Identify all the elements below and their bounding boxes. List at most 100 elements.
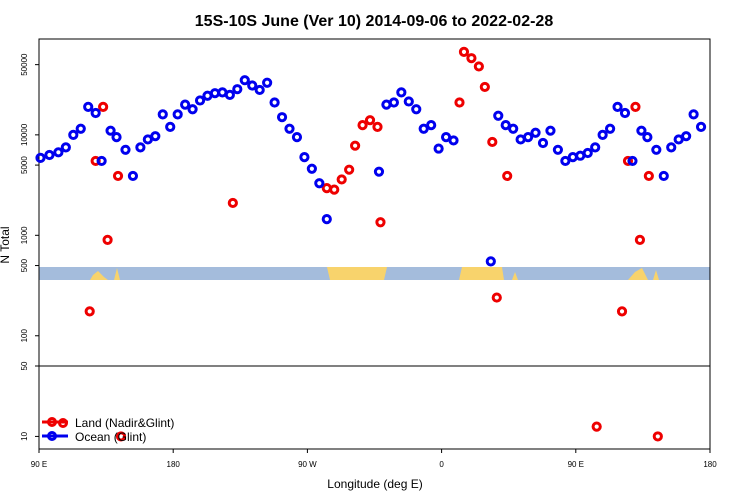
data-point bbox=[157, 109, 168, 120]
data-point bbox=[120, 144, 131, 155]
series-land bbox=[84, 46, 663, 442]
data-point bbox=[396, 87, 407, 98]
data-point bbox=[454, 97, 465, 108]
data-point bbox=[643, 170, 654, 182]
data-point bbox=[111, 131, 122, 143]
data-point bbox=[306, 163, 317, 174]
data-point bbox=[502, 170, 513, 182]
data-point bbox=[357, 120, 368, 131]
legend-label-land: Land (Nadir&Glint) bbox=[75, 416, 174, 430]
data-point bbox=[375, 217, 386, 228]
land-band-segment bbox=[512, 272, 518, 280]
data-point bbox=[411, 104, 422, 115]
data-point bbox=[695, 121, 707, 133]
data-point bbox=[508, 123, 519, 134]
data-marks bbox=[35, 46, 707, 442]
axes: 90 E 180 90 W 0 90 E 180 100 500 1000 5000 10000 50… bbox=[20, 38, 717, 469]
legend-marker-land bbox=[58, 418, 68, 428]
y-tick-label: 50 bbox=[20, 361, 29, 370]
data-point bbox=[619, 107, 631, 119]
data-point bbox=[247, 80, 258, 91]
x-tick-label: 0 bbox=[439, 460, 444, 469]
data-point bbox=[545, 125, 556, 136]
data-point bbox=[426, 120, 437, 131]
data-point bbox=[479, 81, 490, 93]
data-point bbox=[254, 84, 265, 96]
data-point bbox=[622, 155, 634, 167]
data-point bbox=[466, 53, 477, 64]
land-band-segment bbox=[653, 270, 659, 280]
data-point bbox=[187, 104, 198, 115]
data-point bbox=[440, 131, 452, 143]
data-point bbox=[652, 431, 663, 442]
data-point bbox=[115, 431, 127, 442]
data-point bbox=[239, 75, 250, 86]
data-point bbox=[616, 306, 628, 317]
data-point bbox=[651, 144, 662, 155]
data-point bbox=[227, 197, 238, 209]
data-point bbox=[269, 97, 280, 108]
data-point bbox=[83, 101, 94, 112]
plot-frame bbox=[38, 38, 711, 450]
data-point bbox=[102, 234, 113, 246]
data-point bbox=[75, 123, 86, 134]
legend-label-ocean: Ocean (Glint) bbox=[75, 430, 146, 444]
y-tick-label: 50000 bbox=[20, 53, 29, 76]
data-point bbox=[627, 155, 638, 167]
series-ocean bbox=[35, 75, 707, 267]
data-point bbox=[344, 164, 355, 175]
data-point bbox=[582, 147, 593, 159]
x-tick-label: 90 E bbox=[568, 460, 584, 469]
y-tick-label: 10000 bbox=[20, 123, 29, 146]
data-point bbox=[493, 110, 504, 121]
x-tick-label: 90 E bbox=[31, 460, 47, 469]
data-point bbox=[491, 292, 502, 303]
data-point bbox=[350, 140, 361, 151]
data-point bbox=[487, 136, 498, 148]
y-tick-label: 100 bbox=[20, 329, 29, 343]
data-point bbox=[321, 213, 332, 225]
y-tick-label: 5000 bbox=[20, 156, 29, 174]
land-band-segment bbox=[90, 271, 108, 280]
data-point bbox=[276, 112, 288, 123]
data-point bbox=[180, 99, 191, 110]
data-point bbox=[373, 166, 385, 177]
y-axis-label: N Total bbox=[0, 226, 12, 263]
data-point bbox=[634, 234, 646, 246]
data-point bbox=[329, 184, 340, 195]
land-band-segment bbox=[327, 267, 387, 280]
chart-title: 15S-10S June (Ver 10) 2014-09-06 to 2022… bbox=[195, 13, 554, 30]
data-point bbox=[458, 46, 470, 57]
data-point bbox=[630, 101, 641, 112]
x-axis-label: Longitude (deg E) bbox=[327, 477, 422, 491]
data-point bbox=[473, 61, 484, 72]
data-point bbox=[612, 101, 623, 112]
data-point bbox=[98, 101, 109, 112]
data-point bbox=[135, 142, 146, 153]
data-point bbox=[84, 306, 95, 317]
data-point bbox=[35, 152, 46, 163]
data-point bbox=[224, 89, 235, 100]
data-point bbox=[403, 96, 414, 107]
data-point bbox=[112, 170, 124, 182]
data-point bbox=[150, 131, 161, 142]
data-point bbox=[681, 131, 692, 142]
x-tick-label: 90 W bbox=[298, 460, 317, 469]
data-point bbox=[448, 135, 459, 146]
land-band-segment bbox=[459, 267, 504, 280]
data-point bbox=[642, 131, 653, 143]
data-point bbox=[60, 142, 71, 153]
data-point bbox=[604, 123, 616, 134]
data-point bbox=[560, 155, 571, 167]
data-point bbox=[284, 123, 295, 134]
data-point bbox=[591, 421, 602, 432]
land-band-segment bbox=[114, 268, 120, 280]
data-point bbox=[105, 125, 116, 136]
data-point bbox=[433, 143, 444, 154]
data-point bbox=[372, 121, 383, 133]
y-tick-label: 500 bbox=[20, 258, 29, 272]
data-point bbox=[314, 178, 325, 189]
y-tick-label: 1000 bbox=[20, 226, 29, 244]
data-point bbox=[418, 123, 429, 134]
data-point bbox=[90, 107, 101, 119]
